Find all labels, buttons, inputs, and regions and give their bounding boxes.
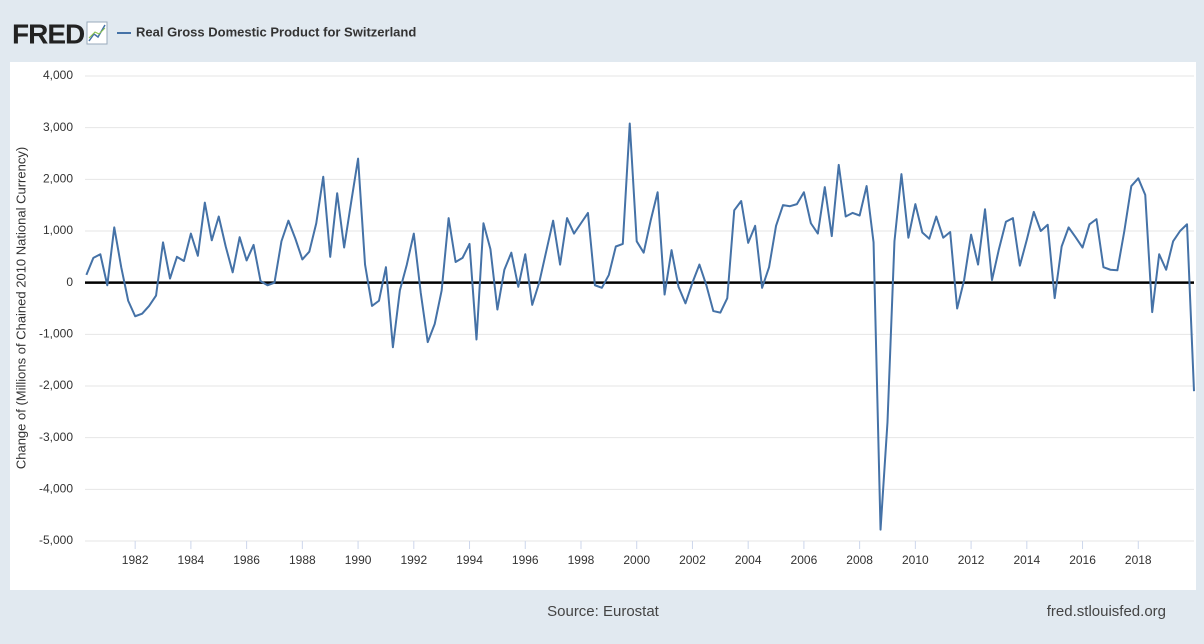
x-tick-label: 2018 <box>1125 553 1152 567</box>
logo[interactable]: FRED <box>12 18 86 49</box>
logo-icon <box>86 21 108 45</box>
y-axis-title: Change of (Millions of Chained 2010 Nati… <box>13 147 28 469</box>
x-tick-label: 1988 <box>289 553 316 567</box>
y-tick-label: -5,000 <box>39 533 73 547</box>
x-tick-label: 1994 <box>456 553 483 567</box>
plot-background <box>10 62 1196 590</box>
source: Source: Eurostat <box>547 603 660 620</box>
x-tick-label: 1984 <box>178 553 205 567</box>
x-tick-label: 2004 <box>735 553 762 567</box>
x-tick-label: 1992 <box>400 553 427 567</box>
y-tick-label: -3,000 <box>39 430 73 444</box>
y-tick-label: -2,000 <box>39 378 73 392</box>
y-tick-label: 0 <box>66 275 73 289</box>
x-tick-label: 1996 <box>512 553 539 567</box>
y-tick-label: 2,000 <box>43 172 73 186</box>
x-tick-label: 2000 <box>623 553 650 567</box>
y-tick-label: -4,000 <box>39 482 73 496</box>
x-tick-label: 1982 <box>122 553 149 567</box>
y-tick-label: 1,000 <box>43 223 73 237</box>
x-tick-label: 2002 <box>679 553 706 567</box>
x-tick-label: 1986 <box>233 553 260 567</box>
x-tick-label: 2012 <box>958 553 985 567</box>
y-tick-label: -1,000 <box>39 327 73 341</box>
x-tick-label: 2010 <box>902 553 929 567</box>
x-tick-label: 2014 <box>1013 553 1040 567</box>
y-tick-label: 3,000 <box>43 120 73 134</box>
x-tick-label: 2006 <box>791 553 818 567</box>
site[interactable]: fred.stlouisfed.org <box>1047 603 1166 620</box>
x-tick-label: 1990 <box>345 553 372 567</box>
x-tick-label: 2016 <box>1069 553 1096 567</box>
x-tick-label: 2008 <box>846 553 873 567</box>
y-tick-label: 4,000 <box>43 68 73 82</box>
data-line <box>85 122 1195 531</box>
x-tick-label: 1998 <box>568 553 595 567</box>
legend-label[interactable]: Real Gross Domestic Product for Switzerl… <box>136 24 416 39</box>
